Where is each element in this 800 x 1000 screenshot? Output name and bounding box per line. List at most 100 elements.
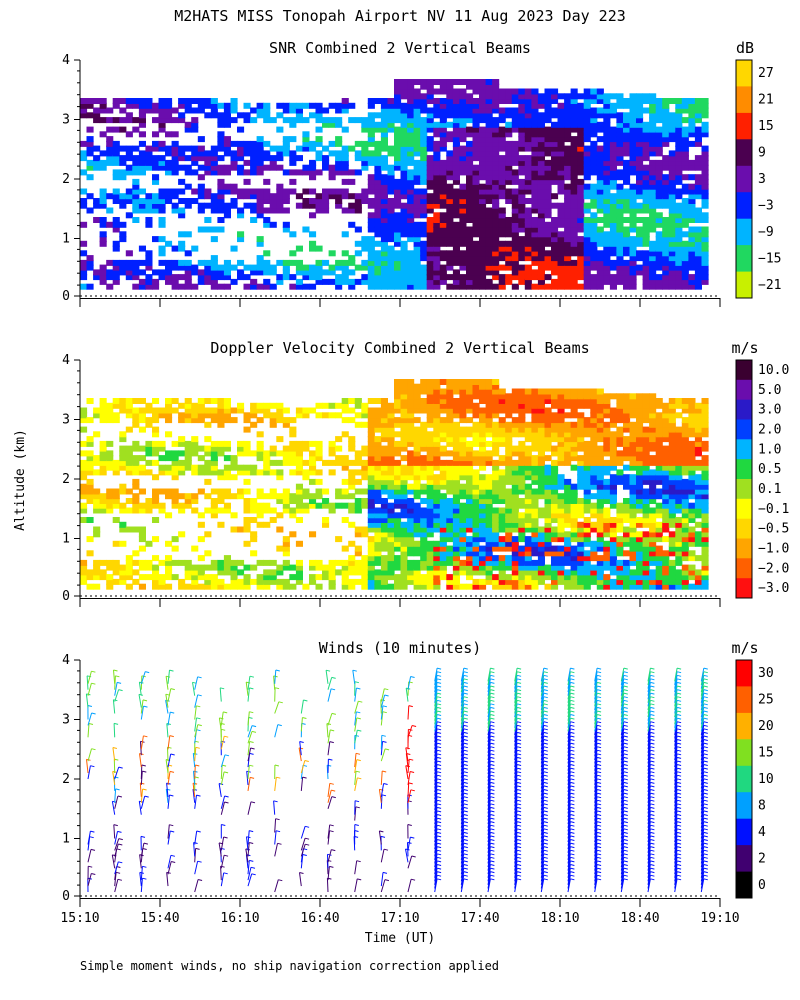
snr-cell [210, 155, 218, 162]
doppler-cell [531, 440, 539, 447]
doppler-cell [439, 531, 447, 538]
snr-cell [452, 245, 460, 252]
doppler-cell [93, 583, 101, 590]
doppler-cell [524, 564, 532, 571]
doppler-cell [511, 474, 519, 481]
doppler-cell [374, 559, 382, 566]
doppler-cell [583, 440, 591, 447]
snr-cell [165, 98, 173, 104]
doppler-cell [439, 574, 447, 581]
snr-cell [701, 98, 709, 104]
doppler-cell [178, 440, 186, 447]
snr-cell [171, 283, 179, 290]
snr-cell [276, 278, 284, 285]
snr-cell [125, 155, 133, 162]
doppler-cell [479, 431, 487, 438]
doppler-cell [544, 407, 552, 414]
snr-cell [380, 207, 388, 214]
doppler-cell [505, 478, 513, 485]
doppler-cell [551, 578, 559, 585]
snr-cell [119, 198, 127, 204]
snr-cell [701, 107, 709, 114]
snr-cell [106, 140, 114, 147]
snr-cell [681, 278, 689, 285]
snr-cell [132, 202, 140, 209]
snr-cell [557, 250, 565, 257]
doppler-cell [394, 402, 402, 409]
doppler-cell [537, 407, 545, 414]
doppler-cell [492, 407, 500, 414]
snr-cell [688, 245, 696, 252]
snr-cell [433, 278, 441, 285]
doppler-cell [407, 393, 415, 400]
doppler-cell [413, 493, 421, 500]
doppler-cell [551, 483, 559, 490]
snr-cell [407, 150, 415, 157]
snr-cell [452, 140, 460, 147]
doppler-cell [596, 526, 604, 533]
doppler-cell [537, 402, 545, 409]
snr-cell [564, 283, 572, 290]
doppler-cell [466, 498, 474, 504]
snr-cell [583, 250, 591, 257]
snr-cell [492, 102, 500, 109]
snr-cell [433, 202, 441, 209]
doppler-cell [152, 450, 160, 457]
snr-cell [505, 131, 513, 138]
doppler-cell [570, 421, 578, 428]
snr-cell [492, 159, 500, 166]
doppler-cell [452, 502, 460, 509]
doppler-cell [420, 550, 428, 557]
snr-cell [681, 259, 689, 266]
snr-cell [623, 102, 631, 109]
snr-cell [564, 212, 572, 219]
snr-cell [394, 278, 402, 285]
doppler-cell [544, 393, 552, 400]
doppler-cell [433, 417, 441, 424]
doppler-cell [531, 393, 539, 400]
snr-cell [570, 107, 578, 114]
doppler-cell [479, 583, 487, 590]
doppler-cell [394, 512, 402, 519]
snr-cell [439, 112, 447, 119]
doppler-cell [400, 498, 408, 504]
doppler-cell [479, 464, 487, 471]
snr-cell [446, 236, 454, 243]
snr-cell [662, 255, 670, 262]
doppler-cell [511, 478, 519, 485]
doppler-cell [544, 507, 552, 514]
doppler-cell [99, 569, 107, 576]
snr-cell [623, 217, 631, 223]
snr-cell [466, 169, 474, 176]
snr-cell [511, 98, 519, 104]
doppler-cell [452, 440, 460, 447]
snr-cell [655, 117, 663, 124]
snr-cell [269, 202, 277, 209]
snr-cell [322, 164, 330, 171]
snr-cell [537, 207, 545, 214]
snr-cell [452, 259, 460, 266]
snr-cell [629, 117, 637, 124]
doppler-cell [466, 398, 474, 404]
doppler-cell [223, 440, 231, 447]
doppler-cell [439, 388, 447, 395]
doppler-cell [472, 559, 480, 566]
snr-cell [145, 264, 153, 271]
doppler-cell [387, 536, 395, 543]
doppler-cell [439, 498, 447, 504]
snr-cell [655, 159, 663, 166]
doppler-cell [537, 550, 545, 557]
snr-cell [662, 193, 670, 200]
doppler-cell [479, 545, 487, 552]
doppler-cell [165, 555, 173, 562]
doppler-cell [439, 402, 447, 409]
snr-cell [387, 264, 395, 271]
snr-cell [662, 240, 670, 247]
doppler-cell [446, 526, 454, 533]
snr-cell [485, 193, 493, 200]
snr-cell [596, 255, 604, 262]
snr-cell [485, 188, 493, 195]
snr-cell [609, 164, 617, 171]
snr-cell [655, 164, 663, 171]
snr-cell [335, 169, 343, 176]
